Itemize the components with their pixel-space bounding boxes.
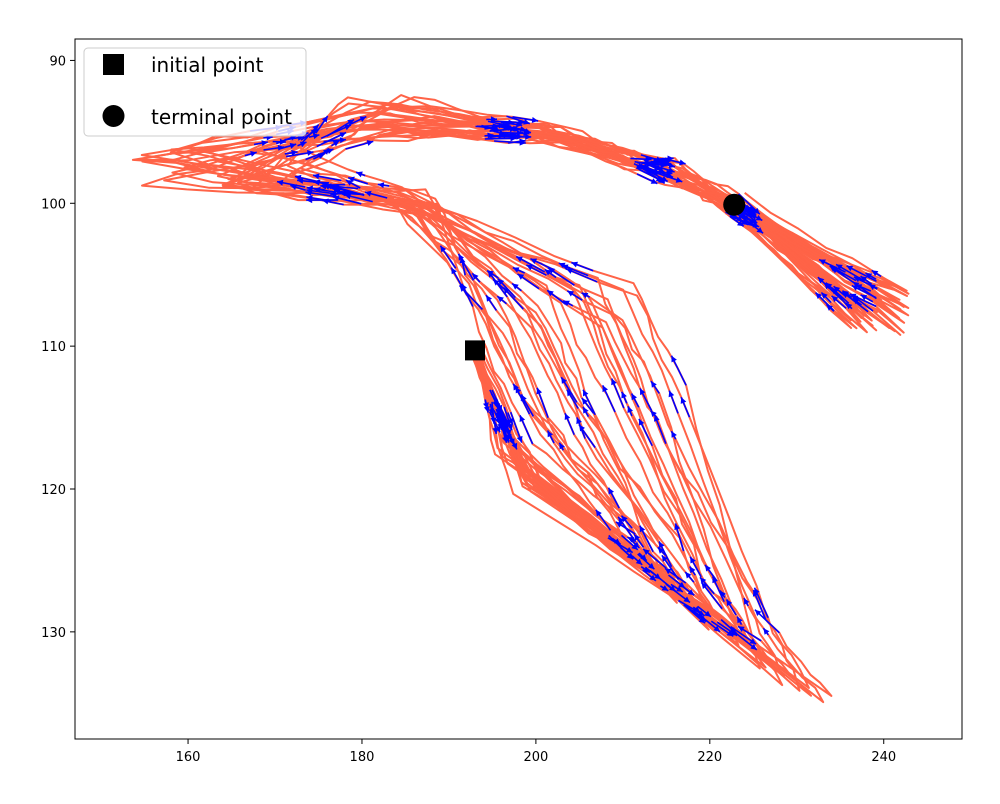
y-tick-label: 110 (41, 340, 66, 355)
legend: initial point terminal point (84, 48, 306, 136)
x-tick-label: 160 (176, 750, 201, 765)
initial-point-marker (465, 340, 485, 360)
terminal-point-marker (723, 194, 745, 216)
x-tick-label: 240 (871, 750, 896, 765)
y-tick-label: 100 (41, 197, 66, 212)
legend-label-initial: initial point (151, 53, 264, 77)
x-tick-label: 180 (350, 750, 375, 765)
legend-circle-marker-icon (103, 105, 125, 127)
legend-square-marker-icon (103, 54, 124, 75)
y-tick-label: 130 (41, 626, 66, 641)
y-tick-label: 120 (41, 483, 66, 498)
y-tick-label: 90 (49, 54, 66, 69)
x-tick-label: 200 (523, 750, 548, 765)
legend-label-terminal: terminal point (151, 105, 292, 129)
x-tick-label: 220 (697, 750, 722, 765)
